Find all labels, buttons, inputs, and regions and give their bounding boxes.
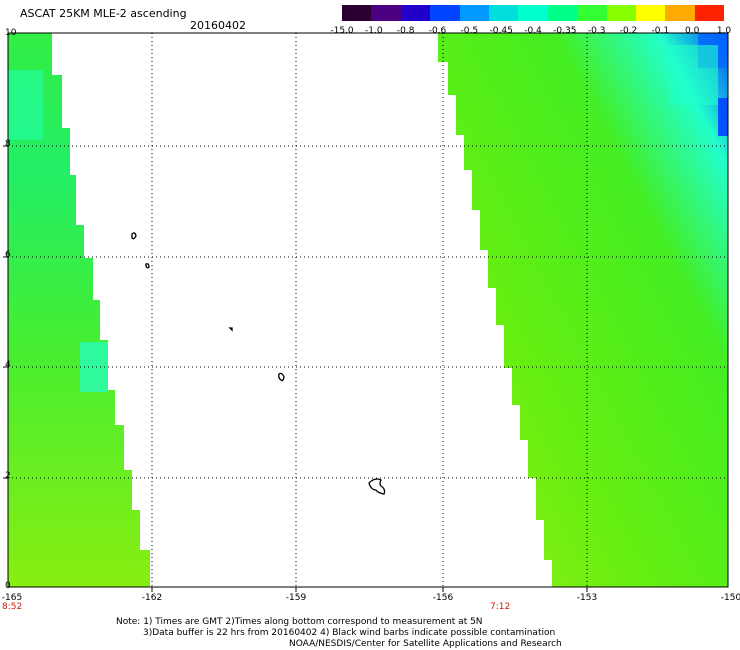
map-frame [7, 32, 729, 588]
colorbar-label: -15.0 [330, 26, 354, 36]
colorbar-label: -0.6 [428, 26, 447, 36]
island-3 [228, 327, 233, 332]
colorbar-swatch [665, 5, 695, 21]
y-tick-label: 2 [5, 471, 11, 481]
colorbar-swatch [518, 5, 548, 21]
colorbar-swatch [606, 5, 636, 21]
x-tick-label: -162 [141, 593, 163, 603]
colorbar-swatch [635, 5, 666, 21]
x-tick-label: -150 [720, 593, 740, 603]
note-line-3: NOAA/NESDIS/Center for Satellite Applica… [289, 639, 562, 649]
left-swath-cyan-patch [8, 70, 43, 140]
y-tick-label: 0 [5, 581, 11, 591]
colorbar-swatch [459, 5, 489, 21]
x-tick-label: -153 [576, 593, 598, 603]
colorbar-label: -0.3 [587, 26, 606, 36]
island-outlines [131, 232, 386, 495]
colorbar-swatch [342, 5, 372, 21]
map-title: ASCAT 25KM MLE-2 ascending [20, 7, 187, 20]
colorbar-label: -0.1 [651, 26, 670, 36]
island-2 [145, 263, 150, 269]
colorbar-swatch [430, 5, 460, 21]
time-label: 7:12 [490, 602, 511, 612]
colorbar-label: -1.0 [365, 26, 383, 36]
colorbar-swatch [400, 5, 431, 21]
y-tick-label: 4 [5, 360, 11, 370]
note-line-1: Note: 1) Times are GMT 2)Times along bot… [116, 617, 483, 627]
island-4 [278, 372, 285, 382]
colorbar-swatch [488, 5, 519, 21]
colorbar [342, 5, 725, 21]
colorbar-label: 0.0 [684, 26, 700, 36]
axis-ticks [3, 145, 588, 592]
right-swath [438, 33, 728, 587]
x-tick-label: -159 [285, 593, 307, 603]
left-swath [8, 33, 150, 587]
x-tick-label: -156 [432, 593, 454, 603]
colorbar-label: -0.35 [553, 26, 577, 36]
colorbar-label: -0.2 [619, 26, 638, 36]
colorbar-label: -0.4 [524, 26, 542, 36]
colorbar-swatch [371, 5, 401, 21]
time-label: 8:52 [2, 602, 23, 612]
x-tick-label: -165 [1, 593, 23, 603]
y-tick-label: 6 [5, 250, 11, 260]
grid-lines [8, 33, 728, 587]
colorbar-swatch [547, 5, 578, 21]
right-swath-blue-patch-2 [718, 98, 728, 136]
note-line-2: 3)Data buffer is 22 hrs from 20160402 4)… [143, 628, 556, 638]
colorbar-label: -0.5 [460, 26, 479, 36]
island-5 [368, 478, 386, 495]
y-tick-label: 8 [5, 139, 11, 149]
colorbar-swatch [694, 5, 725, 21]
y-tick-label: 10 [5, 28, 17, 38]
colorbar-label: -0.8 [396, 26, 415, 36]
island-1 [131, 232, 137, 240]
colorbar-label: 1.0 [716, 26, 732, 36]
colorbar-swatch [577, 5, 607, 21]
map-date: 20160402 [190, 19, 246, 32]
right-swath-cyan-patch [670, 45, 718, 105]
colorbar-label: -0.45 [489, 26, 513, 36]
